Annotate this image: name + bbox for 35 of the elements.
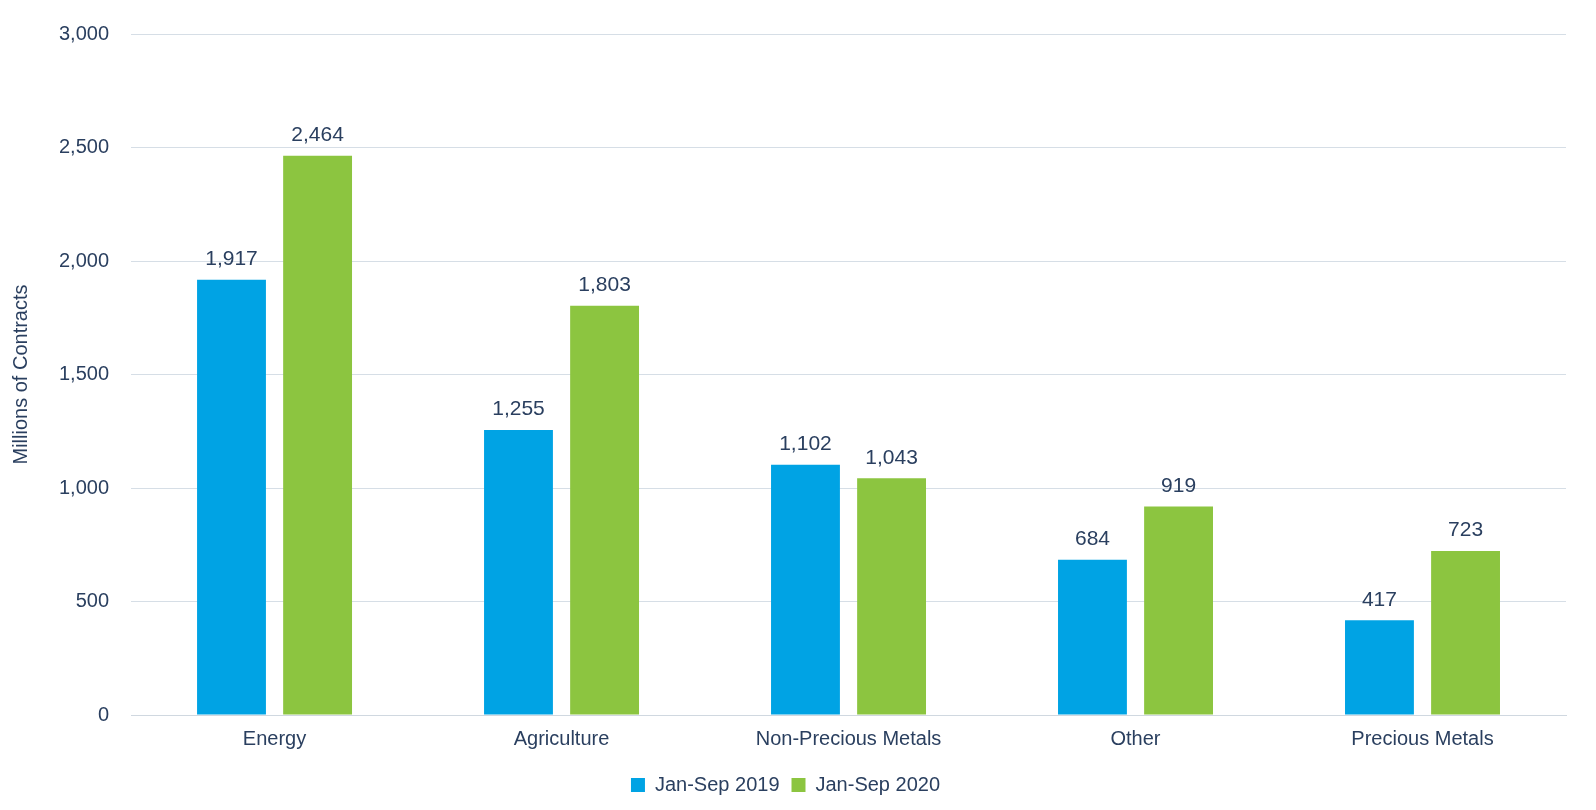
x-tick-label: Energy [242, 726, 307, 749]
legend-label: Jan-Sep 2020 [815, 772, 941, 795]
bar [1058, 559, 1127, 715]
legend-label: Jan-Sep 2019 [654, 772, 780, 795]
y-tick-label: 1,500 [58, 362, 110, 385]
y-tick-label: 500 [75, 589, 110, 612]
y-tick-label: 0 [97, 702, 110, 725]
bar [1345, 620, 1414, 715]
bar [197, 279, 266, 715]
data-label: 1,102 [779, 431, 832, 455]
data-label: 2,464 [291, 121, 345, 145]
bar [857, 478, 927, 715]
bar [283, 155, 353, 715]
bar [771, 464, 840, 715]
y-tick-label: 2,000 [58, 248, 110, 271]
data-label: 1,043 [865, 444, 918, 468]
x-tick-label: Agriculture [513, 726, 610, 749]
y-tick-label: 3,000 [58, 21, 110, 44]
bar [1431, 550, 1500, 715]
y-tick-label: 1,000 [58, 475, 110, 498]
bar [1144, 506, 1213, 715]
data-label: 919 [1161, 472, 1197, 496]
x-tick-label: Non-Precious Metals [755, 726, 942, 749]
data-label: 684 [1074, 526, 1111, 550]
x-tick-label: Precious Metals [1351, 726, 1494, 749]
data-label: 417 [1361, 586, 1397, 610]
data-label: 1,255 [492, 396, 545, 420]
data-label: 1,803 [578, 272, 631, 296]
y-tick-label: 2,500 [58, 135, 110, 158]
data-label: 1,917 [205, 246, 258, 270]
bar [484, 430, 553, 715]
x-tick-label: Other [1110, 726, 1161, 749]
data-label: 723 [1448, 517, 1484, 541]
y-axis-title: Millions of Contracts [8, 284, 31, 465]
bar [570, 305, 640, 715]
